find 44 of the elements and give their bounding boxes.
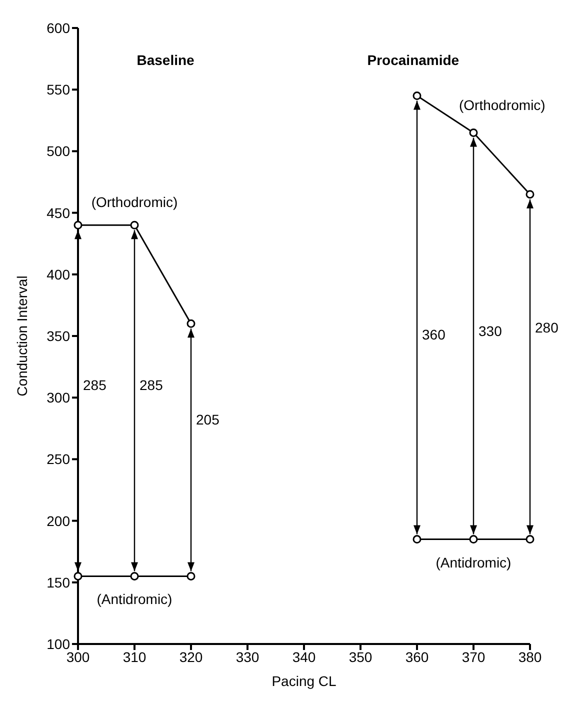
point — [186, 319, 196, 328]
series-label: (Orthodromic) — [459, 96, 546, 113]
x-tick-label: 340 — [292, 648, 316, 665]
series-label: (Antidromic) — [436, 554, 512, 570]
y-tick-label: 350 — [46, 328, 70, 344]
y-tick-label: 600 — [46, 20, 70, 36]
point — [74, 220, 82, 230]
y-tick-label: 300 — [46, 390, 70, 406]
y-tick-label: 400 — [46, 266, 70, 282]
point — [469, 128, 478, 137]
point — [130, 572, 139, 580]
y-tick-label: 450 — [46, 204, 70, 221]
annotation: 360 — [422, 326, 446, 343]
annotation: 205 — [196, 412, 220, 428]
y-tick-label: 200 — [46, 512, 70, 529]
y-tick-label: 550 — [46, 82, 70, 98]
series-label: (Antidromic) — [96, 591, 172, 608]
y-axis-title: Conduction Interval — [14, 276, 30, 396]
x-tick-label: 380 — [518, 648, 542, 665]
point — [412, 535, 422, 544]
y-tick-label: 150 — [46, 574, 70, 590]
annotation: 285 — [140, 377, 164, 394]
x-tick-label: 330 — [236, 648, 260, 665]
x-tick-label: 370 — [462, 648, 486, 665]
point — [74, 572, 82, 580]
point — [130, 220, 139, 230]
x-tick-label: 360 — [405, 648, 429, 665]
annotation: 285 — [83, 377, 107, 394]
point — [412, 92, 422, 100]
series-label: (Orthodromic) — [91, 194, 178, 210]
annotation: Baseline — [136, 52, 195, 68]
point — [526, 535, 534, 544]
x-tick-label: 350 — [348, 648, 372, 665]
point — [526, 190, 534, 199]
x-tick-label: 310 — [122, 648, 146, 665]
text: 280 — [535, 319, 559, 336]
point — [469, 535, 478, 544]
y-tick-label: 250 — [46, 451, 70, 468]
point — [186, 572, 196, 580]
annotation: Procainamide — [367, 52, 460, 68]
annotation: 330 — [478, 323, 502, 339]
x-axis-title: Pacing CL — [272, 673, 337, 689]
y-tick-label: 500 — [46, 143, 70, 160]
x-tick-label: 320 — [179, 648, 203, 665]
